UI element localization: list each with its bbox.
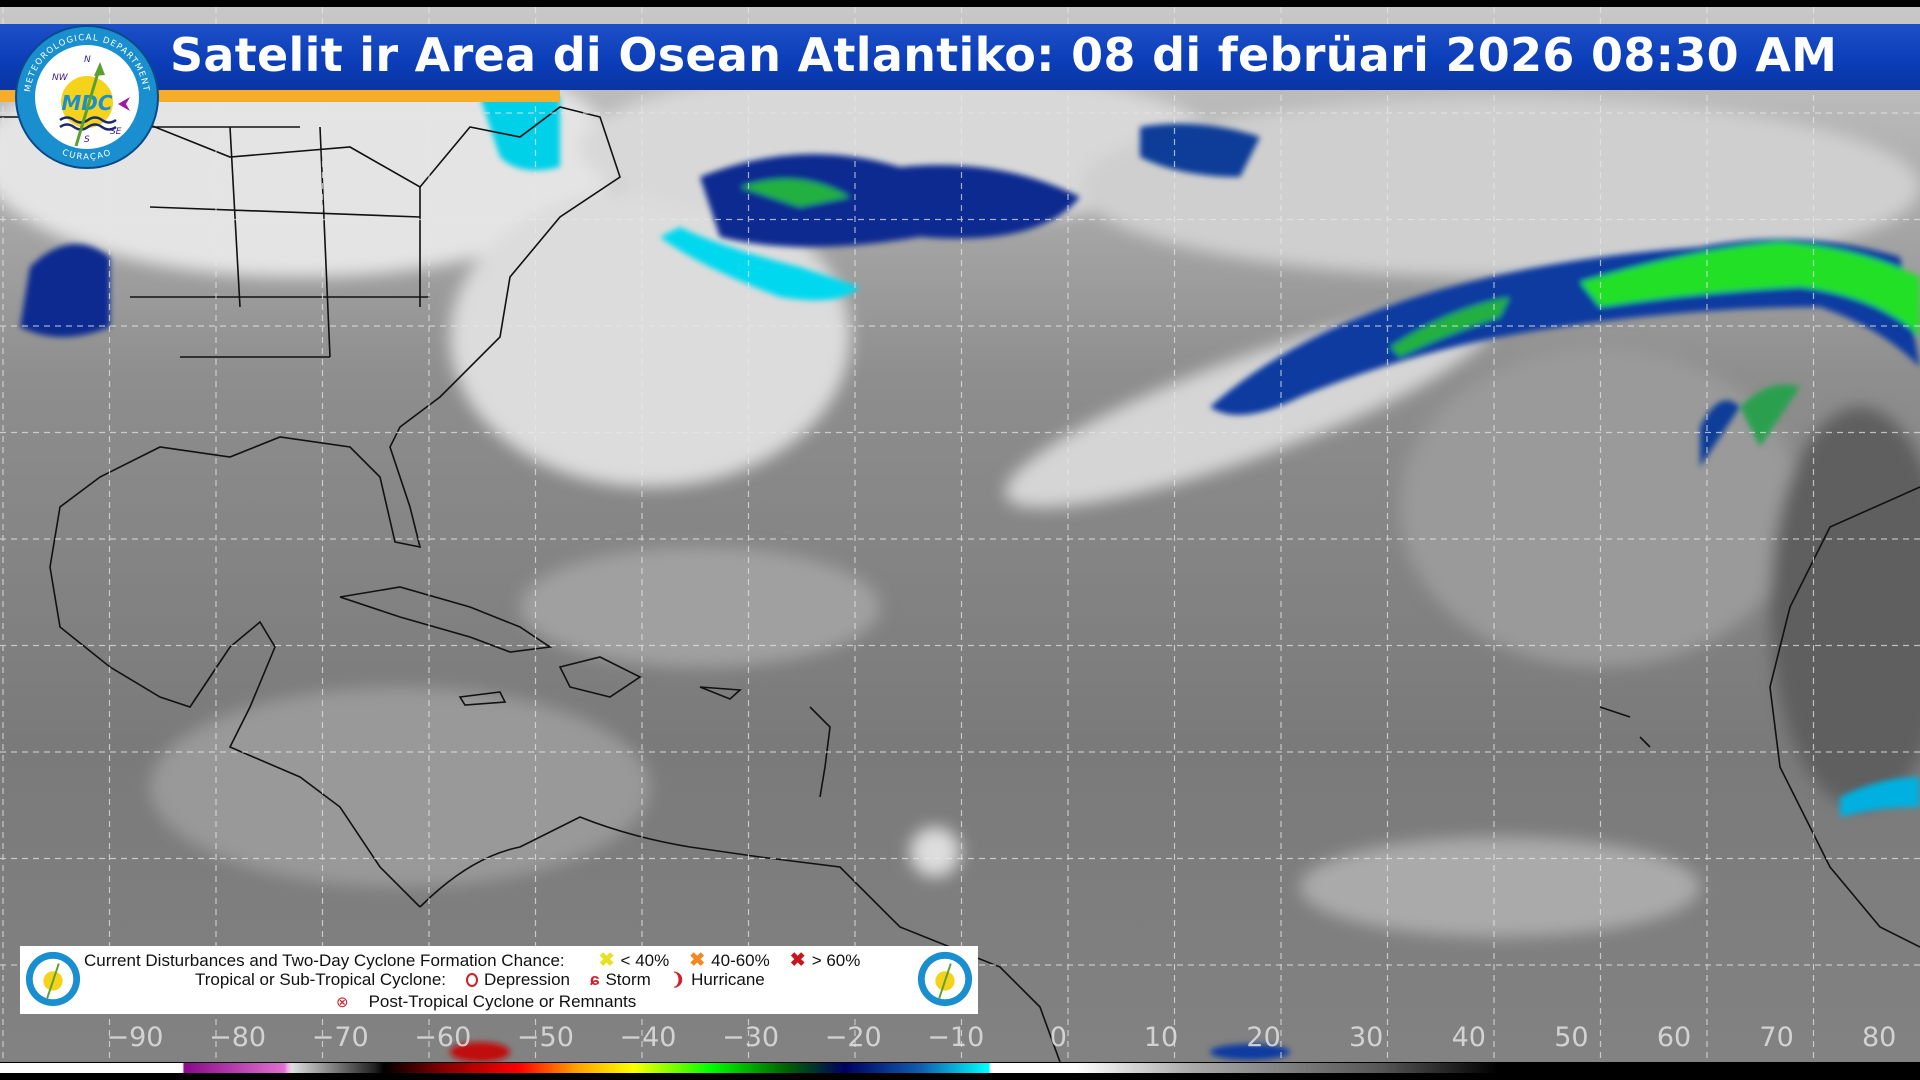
longitude-label: −20 <box>824 1022 882 1053</box>
x-yellow-icon: ✖ <box>598 950 615 971</box>
svg-text:CURAÇAO: CURAÇAO <box>61 148 114 163</box>
cold-cloud-tops <box>20 87 1920 1062</box>
hurricane-symbol-icon: ❩ <box>670 970 686 989</box>
ir-temperature-colorbar <box>0 1063 1920 1073</box>
longitude-label: 80 <box>1862 1022 1897 1053</box>
longitude-label: −10 <box>927 1022 985 1053</box>
longitude-label: 30 <box>1349 1022 1384 1053</box>
legend-post-tropical: Post-Tropical Cyclone or Remnants <box>368 992 637 1011</box>
longitude-label: 50 <box>1554 1022 1589 1053</box>
longitude-label: −90 <box>106 1022 164 1053</box>
longitude-label: −60 <box>414 1022 472 1053</box>
longitude-label: 10 <box>1143 1022 1179 1053</box>
longitude-label: 60 <box>1656 1022 1692 1053</box>
svg-text:N: N <box>84 55 91 65</box>
longitude-label: −30 <box>722 1022 780 1053</box>
legend-disturbances-label: Current Disturbances and Two-Day Cyclone… <box>84 950 565 970</box>
longitude-label: −70 <box>311 1022 369 1053</box>
mdc-logo: MDC N NW SE S METEOROLOGICAL DEPARTMENT … <box>15 25 159 169</box>
legend-hurricane: Hurricane <box>691 970 765 989</box>
depression-circle-icon <box>466 973 478 987</box>
legend-storm: Storm <box>605 970 651 989</box>
svg-text:S: S <box>84 135 90 145</box>
x-orange-icon: ✖ <box>689 950 706 971</box>
post-tropical-icon: ⊗ <box>336 994 349 1011</box>
legend-chance-mid: 40-60% <box>711 950 770 970</box>
page-title: Satelit ir Area di Osean Atlantiko: 08 d… <box>170 28 1838 82</box>
legend-logo-right <box>917 951 973 1007</box>
legend-chance-high: > 60% <box>811 950 861 970</box>
legend-logo-left <box>25 951 81 1007</box>
longitude-label: −80 <box>209 1022 267 1053</box>
svg-text:NW: NW <box>52 73 69 83</box>
coastlines <box>0 106 1920 1062</box>
longitude-label: 70 <box>1759 1022 1794 1053</box>
longitude-label: 40 <box>1451 1022 1486 1053</box>
legend-box: Current Disturbances and Two-Day Cyclone… <box>20 946 978 1014</box>
logo-ring-bottom: CURAÇAO <box>61 148 112 163</box>
storm-symbol-icon: ɕ <box>590 970 600 989</box>
longitude-label: −50 <box>516 1022 574 1053</box>
title-banner <box>0 24 1920 90</box>
legend-depression: Depression <box>484 970 570 989</box>
satellite-ir-map <box>0 7 1920 1062</box>
svg-text:SE: SE <box>110 127 122 137</box>
longitude-label: 20 <box>1246 1022 1281 1053</box>
x-red-icon: ✖ <box>789 950 806 971</box>
legend-chance-low: < 40% <box>620 950 670 970</box>
longitude-label: 0 <box>1049 1022 1067 1053</box>
longitude-label: −40 <box>619 1022 677 1053</box>
legend-cyclone-label: Tropical or Sub-Tropical Cyclone: <box>195 970 446 989</box>
